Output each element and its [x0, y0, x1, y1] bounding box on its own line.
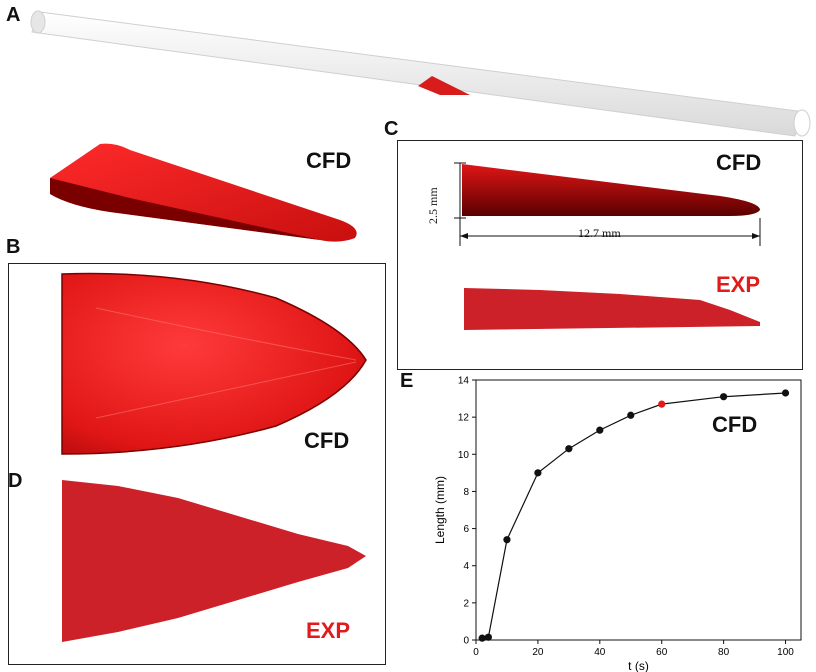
data-point	[720, 393, 728, 401]
height-dimension-label: 2.5 mm	[426, 187, 440, 224]
clot-side-view-exp	[464, 288, 760, 330]
data-point	[781, 389, 790, 397]
panel-label-d: D	[8, 470, 23, 492]
data-point	[565, 445, 573, 453]
y-axis-label: Length (mm)	[433, 476, 447, 544]
data-point	[627, 411, 635, 419]
chart-cfd-tag: CFD	[712, 412, 758, 437]
length-vs-time-chart: 0 20 40 60 80 100 0 2 4 6 8 10 12 14 t (s) Length (mm)	[433, 376, 802, 672]
y-tick-label: 10	[458, 450, 470, 461]
data-point	[503, 536, 511, 544]
clot-3d-cfd	[50, 143, 357, 242]
x-tick-label: 80	[718, 647, 730, 658]
exp-top-tag: EXP	[306, 618, 351, 643]
clot-top-view-exp	[62, 480, 366, 642]
data-point	[596, 426, 604, 434]
dimension-markers	[454, 162, 761, 246]
data-point	[484, 633, 492, 641]
svg-text:12.7 mm: 12.7 mm	[578, 226, 621, 240]
panel-label-a: A	[6, 4, 21, 26]
cfd-3d-tag: CFD	[306, 148, 352, 173]
cfd-top-tag: CFD	[304, 428, 350, 453]
length-dimension-label: 12.7 mm	[578, 226, 621, 240]
x-tick-label: 0	[473, 647, 479, 658]
clot-in-vessel	[418, 76, 470, 95]
x-tick-label: 100	[777, 647, 794, 658]
cfd-side-tag: CFD	[716, 150, 762, 175]
x-tick-label: 60	[656, 647, 668, 658]
vessel-illustration	[30, 10, 811, 137]
y-tick-label: 12	[458, 413, 470, 424]
y-tick-label: 0	[463, 636, 469, 647]
y-tick-label: 14	[458, 376, 470, 387]
panel-label-e: E	[400, 370, 414, 392]
y-tick-label: 8	[463, 487, 469, 498]
x-tick-label: 40	[594, 647, 606, 658]
x-tick-label: 20	[532, 647, 544, 658]
y-tick-label: 2	[463, 598, 469, 609]
data-point	[658, 400, 666, 408]
exp-side-tag: EXP	[716, 272, 761, 297]
svg-text:2.5 mm: 2.5 mm	[426, 187, 440, 224]
y-tick-label: 4	[463, 561, 469, 572]
panel-label-b: B	[6, 236, 21, 258]
series-line	[482, 392, 786, 639]
panel-label-c: C	[384, 118, 399, 140]
data-point	[478, 634, 486, 642]
data-point	[534, 469, 542, 477]
clot-top-view-cfd	[61, 272, 367, 455]
x-axis-label: t (s)	[628, 659, 649, 672]
clot-side-view-cfd	[462, 164, 760, 216]
y-tick-label: 6	[463, 524, 469, 535]
plot-frame	[475, 379, 802, 641]
